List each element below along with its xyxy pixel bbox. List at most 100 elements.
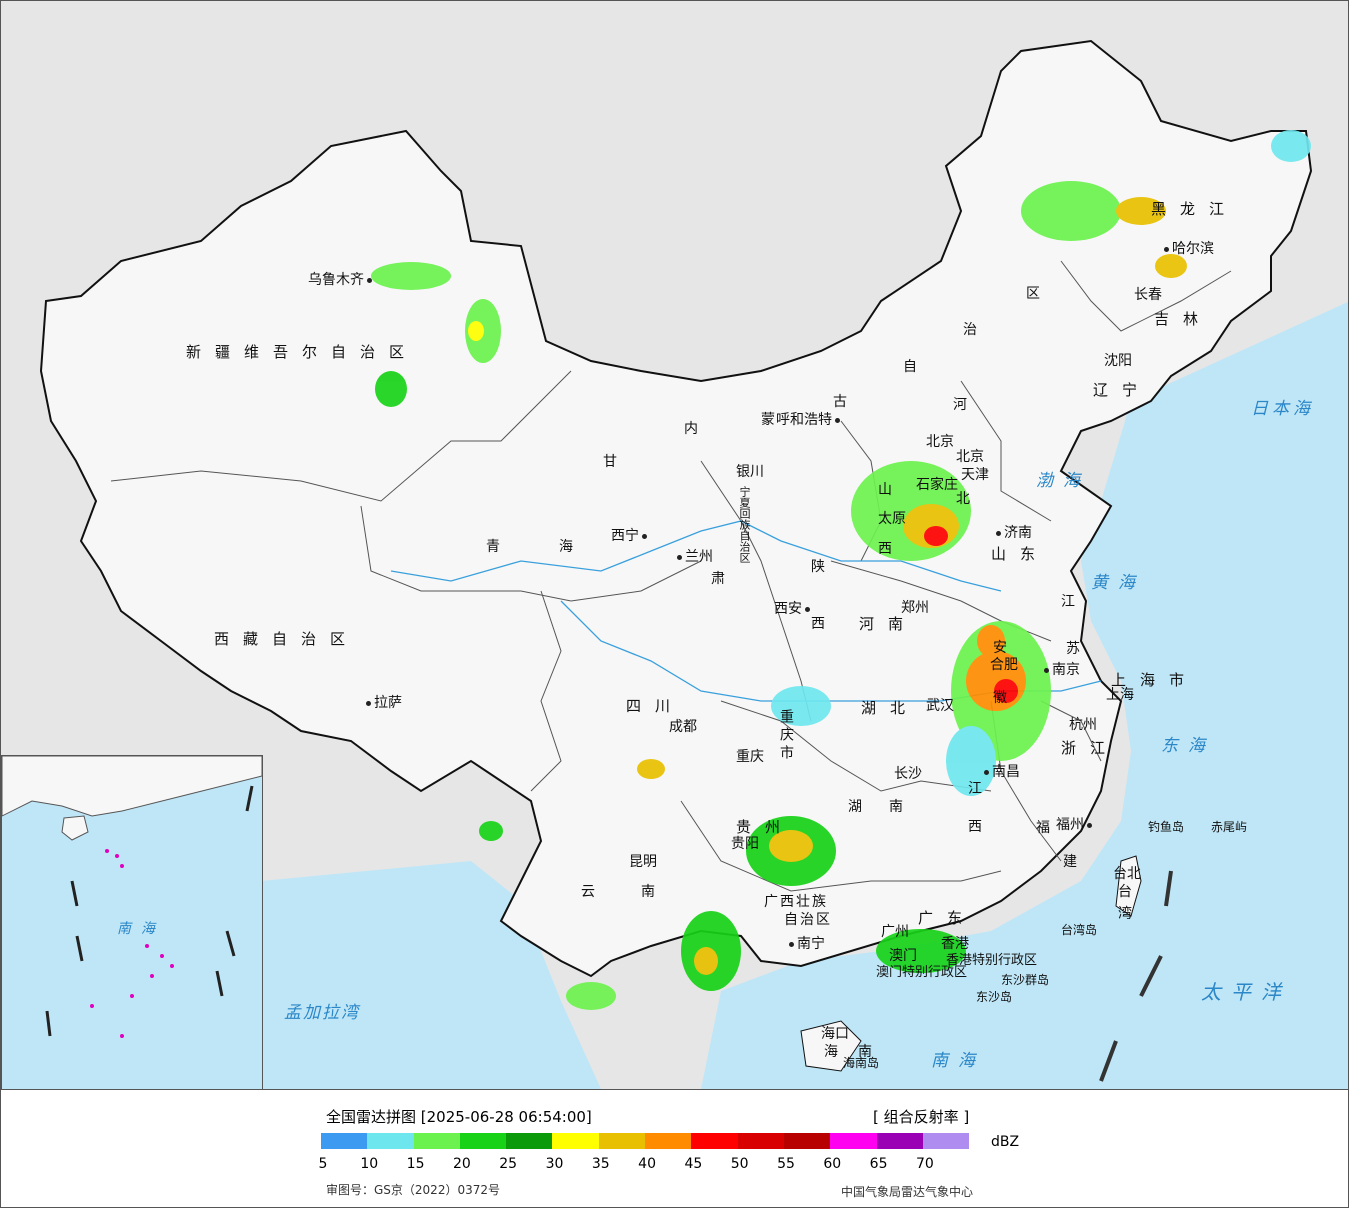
island-taiwan: 台湾岛 <box>1061 923 1098 937</box>
label-ningxia: 宁夏回族自治区 <box>738 486 751 563</box>
label-guangxi-2: 自治区 <box>784 912 832 928</box>
inset-islands <box>90 849 174 1038</box>
city-urumqi: 乌鲁木齐 <box>308 269 375 289</box>
city-hohhot: 呼和浩特 <box>776 409 843 429</box>
label-nm-6: 区 <box>1026 286 1040 302</box>
maritime-boundary <box>1099 870 1173 1082</box>
radar-echoes <box>371 130 1311 1010</box>
city-yinchuan: 银川 <box>736 464 764 480</box>
label-shandong: 山东 <box>991 545 1050 563</box>
color-bar-tick: 70 <box>915 1156 934 1172</box>
color-bar-tick: 55 <box>777 1156 795 1172</box>
taiwan-island <box>1115 855 1142 917</box>
city-nanchang: 南昌 <box>981 761 1020 781</box>
city-wuhan: 武汉 <box>926 698 954 714</box>
color-bar-tick: 15 <box>406 1156 425 1172</box>
color-bar-tick: 65 <box>869 1156 888 1172</box>
color-swatch <box>413 1133 460 1149</box>
city-changsha: 长沙 <box>894 766 922 782</box>
sea-bengal: 孟加拉湾 <box>284 1003 360 1023</box>
label-taiwan-1: 台 <box>1118 884 1132 900</box>
city-guiyang: 贵阳 <box>731 836 759 852</box>
city-lhasa: 拉萨 <box>363 692 402 712</box>
sea-huanghai: 黄海 <box>1091 573 1145 593</box>
inset-map <box>2 756 262 1038</box>
island-diaoyu: 钓鱼岛 <box>1148 820 1185 834</box>
label-guangxi-1: 广西壮族 <box>764 894 828 910</box>
inset-dash-line <box>45 785 254 1037</box>
label-henan: 河南 <box>859 615 918 633</box>
label-nm-5: 治 <box>963 322 977 338</box>
city-kunming: 昆明 <box>629 854 657 870</box>
color-bar-tick: 5 <box>318 1156 328 1172</box>
color-swatch <box>830 1133 877 1149</box>
city-chengdu: 成都 <box>669 719 697 735</box>
legend-product: [ 组合反射率 ] <box>873 1108 970 1126</box>
city-changchun: 长春 <box>1134 287 1162 303</box>
island-hainan: 海南岛 <box>843 1056 880 1070</box>
label-hebei-1: 河 <box>953 397 967 413</box>
label-guangdong: 广东 <box>918 909 977 927</box>
label-hainan-1: 海 <box>824 1044 838 1060</box>
city-beijing: 北京 <box>956 449 984 465</box>
label-heilongjiang: 黑龙江 <box>1151 200 1239 218</box>
sea-donghai: 东海 <box>1161 736 1215 756</box>
color-swatch <box>459 1133 507 1149</box>
sea-bohai: 渤海 <box>1036 471 1090 491</box>
label-hebei-2: 北 <box>956 491 970 507</box>
sea-nanhai: 南海 <box>931 1051 985 1071</box>
label-taiwan-2: 湾 <box>1118 906 1132 922</box>
city-taiyuan: 太原 <box>878 511 906 527</box>
city-taipei: 台北 <box>1113 866 1141 882</box>
city-chongqing: 重庆 <box>736 749 764 765</box>
label-guizhou: 贵州 <box>736 818 795 836</box>
color-swatch <box>552 1133 599 1149</box>
city-fuzhou: 福州 <box>1056 814 1095 834</box>
label-jiangxi-2: 西 <box>968 819 982 835</box>
label-nm-2: 蒙 <box>761 412 775 428</box>
island-chiwei: 赤尾屿 <box>1211 820 1248 834</box>
label-jiangsu-1: 江 <box>1061 594 1075 610</box>
color-bar-tick: 20 <box>452 1156 471 1172</box>
city-hefei: 合肥 <box>990 657 1018 673</box>
hainan-island <box>800 1020 862 1072</box>
city-zhengzhou: 郑州 <box>901 600 929 616</box>
label-xizang: 西藏自治区 <box>214 630 360 648</box>
label-qinghai-2: 海 <box>559 539 573 555</box>
label-jilin: 吉林 <box>1154 310 1213 328</box>
label-hunan-1: 湖 <box>848 799 862 815</box>
city-xian: 西安 <box>774 598 813 618</box>
island-dongsha-qundao: 东沙群岛 <box>1001 973 1050 987</box>
sea-area <box>701 301 1348 1089</box>
south-china-sea-inset: 南海 <box>1 755 263 1090</box>
city-lanzhou: 兰州 <box>674 546 713 566</box>
label-macau-region: 澳门特别行政区 <box>876 965 968 980</box>
inset-hainan <box>61 815 89 841</box>
city-xining: 西宁 <box>611 525 650 545</box>
color-bar-tick: 60 <box>823 1156 842 1172</box>
label-nm-1: 内 <box>684 421 698 437</box>
city-hangzhou: 杭州 <box>1069 717 1097 733</box>
color-swatch <box>598 1133 646 1149</box>
label-hunan-2: 南 <box>889 799 903 815</box>
city-hongkong: 香港 <box>941 936 969 952</box>
color-swatch <box>367 1133 414 1149</box>
label-liaoning: 辽宁 <box>1093 381 1152 399</box>
label-sichuan: 四川 <box>626 697 685 715</box>
color-swatch <box>737 1133 784 1149</box>
color-swatch <box>645 1133 692 1149</box>
city-macau: 澳门 <box>889 948 917 964</box>
island-dongsha-dao: 东沙岛 <box>976 990 1013 1004</box>
label-shanghai-region: 上海市 <box>1111 671 1199 689</box>
label-yunnan-2: 南 <box>641 884 655 900</box>
city-haikou: 海口 <box>821 1026 849 1042</box>
city-harbin: 哈尔滨 <box>1161 238 1214 258</box>
color-swatch <box>783 1133 831 1149</box>
city-shanghai: 上海 <box>1106 687 1134 703</box>
color-bar-tick: 50 <box>730 1156 749 1172</box>
label-gansu-2: 肃 <box>711 571 725 587</box>
label-jiangsu-2: 苏 <box>1066 641 1080 657</box>
province-boundaries <box>110 260 1232 892</box>
label-nm-3: 古 <box>833 394 847 410</box>
